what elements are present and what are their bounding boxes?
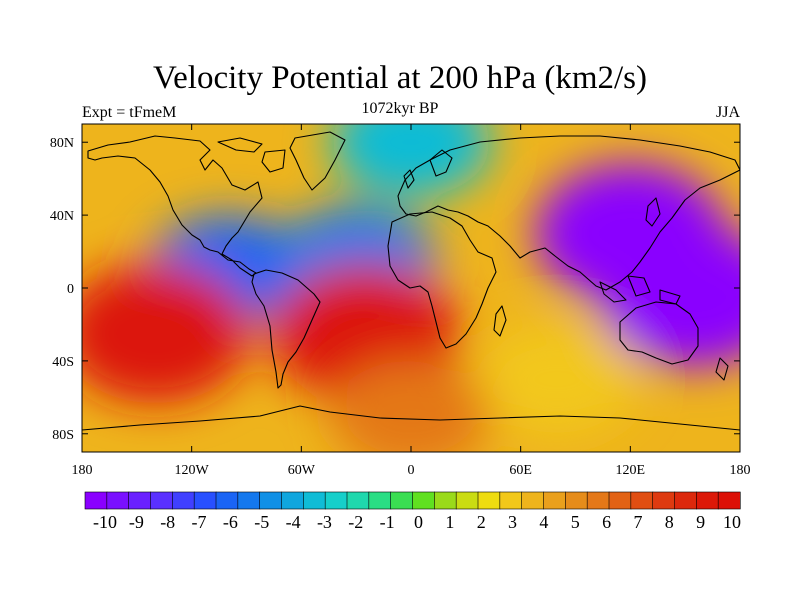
colorbar-label-12: 2 bbox=[477, 512, 486, 532]
colorbar-label-11: 1 bbox=[445, 512, 454, 532]
field-feature-7 bbox=[477, 324, 638, 435]
y-tick-label-2: 0 bbox=[67, 282, 74, 297]
coast-antarctica bbox=[82, 405, 740, 431]
colorbar-swatch-19 bbox=[499, 491, 523, 510]
time-label: 1072kyr BP bbox=[361, 100, 439, 117]
colorbar-label-20: 10 bbox=[723, 512, 741, 532]
coast-canada-islands bbox=[217, 137, 286, 173]
field-feature-6 bbox=[331, 124, 491, 198]
x-tick-label-6: 180 bbox=[730, 463, 751, 478]
coast-new-zealand bbox=[715, 357, 729, 381]
colorbar-swatch-18 bbox=[477, 491, 501, 510]
colorbar-label-2: -8 bbox=[160, 512, 175, 532]
coast-eurasia bbox=[397, 135, 740, 291]
colorbar-label-13: 3 bbox=[508, 512, 517, 532]
colorbar-swatch-23 bbox=[586, 491, 610, 510]
colorbar-swatch-8 bbox=[259, 491, 283, 510]
colorbar-swatch-12 bbox=[346, 491, 370, 510]
colorbar-swatch-13 bbox=[368, 491, 392, 510]
colorbar-swatch-17 bbox=[455, 491, 479, 510]
colorbar-swatch-1 bbox=[106, 491, 130, 510]
colorbar-swatch-26 bbox=[652, 491, 676, 510]
season-label: JJA bbox=[715, 104, 740, 121]
y-tick-label-3: 40S bbox=[52, 355, 74, 370]
field-feature-4 bbox=[82, 263, 251, 404]
x-tick-label-3: 0 bbox=[408, 463, 415, 478]
coast-greenland bbox=[289, 131, 346, 191]
coast-madagascar bbox=[493, 305, 507, 337]
colorbar-swatch-6 bbox=[215, 491, 239, 510]
field-feature-8 bbox=[331, 360, 491, 452]
colorbar-label-3: -7 bbox=[192, 512, 207, 532]
colorbar-swatch-0 bbox=[84, 491, 108, 510]
colorbar-label-15: 5 bbox=[571, 512, 580, 532]
coast-japan bbox=[645, 197, 661, 227]
colorbar-swatch-10 bbox=[303, 491, 326, 510]
x-tick-label-2: 60W bbox=[288, 463, 316, 478]
colorbar-swatch-4 bbox=[172, 491, 195, 510]
colorbar-swatch-9 bbox=[281, 491, 304, 510]
colorbar-label-18: 8 bbox=[665, 512, 674, 532]
colorbar-label-16: 6 bbox=[602, 512, 611, 532]
coast-south-america bbox=[251, 269, 321, 389]
colorbar-swatch-16 bbox=[434, 491, 457, 510]
colorbar-label-9: -1 bbox=[380, 512, 395, 532]
x-tick-label-4: 60E bbox=[509, 463, 532, 478]
chart-title: Velocity Potential at 200 hPa (km2/s) bbox=[152, 60, 648, 96]
colorbar-label-7: -3 bbox=[317, 512, 332, 532]
coast-north-america bbox=[87, 135, 263, 277]
coast-africa bbox=[387, 211, 497, 349]
field-feature-1 bbox=[599, 227, 740, 368]
y-tick-label-0: 80N bbox=[50, 136, 74, 151]
axis-ticks: 180 120W 60W 0 60E 120E 180 80N 40N 0 40S 80S bbox=[50, 124, 751, 478]
y-tick-label-4: 80S bbox=[52, 428, 74, 443]
y-tick-label-1: 40N bbox=[50, 209, 74, 224]
colorbar-label-14: 4 bbox=[539, 512, 548, 532]
x-tick-label-0: 180 bbox=[72, 463, 93, 478]
colorbar-label-19: 9 bbox=[696, 512, 705, 532]
colorbar-label-8: -2 bbox=[348, 512, 363, 532]
colorbar-label-0: -10 bbox=[93, 512, 117, 532]
colorbar-swatch-14 bbox=[390, 491, 414, 510]
colorbar-label-4: -6 bbox=[223, 512, 238, 532]
coast-australia bbox=[619, 301, 699, 365]
colorbar-swatch-29 bbox=[717, 491, 741, 510]
colorbar-swatch-2 bbox=[128, 491, 152, 510]
x-tick-label-1: 120W bbox=[175, 463, 210, 478]
colorbar-label-5: -5 bbox=[254, 512, 269, 532]
colorbar-swatch-15 bbox=[412, 491, 435, 510]
colorbar-label-17: 7 bbox=[633, 512, 642, 532]
colorbar-label-1: -9 bbox=[129, 512, 144, 532]
field-features bbox=[82, 124, 740, 452]
colorbar-swatch-24 bbox=[608, 491, 632, 510]
x-tick-label-5: 120E bbox=[616, 463, 646, 478]
velocity-potential-field bbox=[82, 124, 740, 452]
coastlines bbox=[82, 131, 740, 431]
colorbar-swatch-25 bbox=[630, 491, 654, 510]
colorbar-swatch-5 bbox=[193, 491, 217, 510]
colorbar-swatch-3 bbox=[150, 491, 173, 510]
coast-scandinavia bbox=[429, 149, 453, 177]
colorbar-label-6: -4 bbox=[286, 512, 301, 532]
colorbar-swatch-20 bbox=[521, 491, 545, 510]
colorbar-swatch-27 bbox=[674, 491, 697, 510]
colorbar: -10 -9 -8 -7 -6 -5 -4 -3 -2 -1 0 1 2 3 4 5 6 7 8 9 10 bbox=[84, 491, 741, 532]
colorbar-swatch-28 bbox=[696, 491, 719, 510]
coast-british-isles bbox=[403, 169, 415, 189]
experiment-label: Expt = tFmeM bbox=[82, 104, 177, 121]
colorbar-swatch-11 bbox=[324, 491, 348, 510]
colorbar-swatch-22 bbox=[565, 491, 588, 510]
colorbar-swatch-7 bbox=[237, 491, 261, 510]
colorbar-label-10: 0 bbox=[414, 512, 423, 532]
colorbar-swatch-21 bbox=[543, 491, 566, 510]
